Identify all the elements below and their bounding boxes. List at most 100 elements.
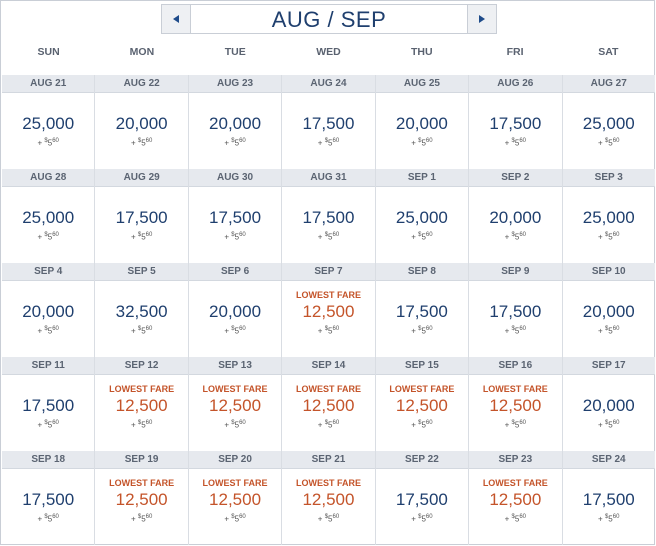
day-cell[interactable]: SEP 12 LOWEST FARE 12,500 + $560 bbox=[95, 357, 189, 451]
fare-miles: 17,500 bbox=[582, 490, 635, 509]
day-cell[interactable]: SEP 23 LOWEST FARE 12,500 + $560 bbox=[469, 451, 563, 545]
day-cell[interactable]: AUG 25 20,000 + $560 bbox=[375, 75, 470, 169]
next-month-button[interactable] bbox=[467, 5, 496, 33]
tax-whole: 5 bbox=[328, 232, 333, 242]
fare-miles: 32,500 bbox=[115, 302, 168, 321]
tax-whole: 5 bbox=[514, 138, 520, 148]
day-cell[interactable]: AUG 21 25,000 + $560 bbox=[2, 75, 96, 169]
day-date-label: SEP 12 bbox=[95, 357, 188, 375]
tax-plus: + bbox=[317, 514, 323, 524]
tax-whole: 5 bbox=[47, 138, 53, 148]
day-date-label: SEP 20 bbox=[188, 451, 282, 469]
tax-cents: 60 bbox=[519, 326, 527, 332]
fare-miles: 17,500 bbox=[489, 114, 542, 133]
fare-miles: 20,000 bbox=[209, 302, 262, 321]
day-cell[interactable]: AUG 29 17,500 + $560 bbox=[95, 169, 189, 263]
day-cell[interactable]: SEP 18 17,500 + $560 bbox=[2, 451, 96, 545]
day-cell[interactable]: AUG 26 17,500 + $560 bbox=[469, 75, 563, 169]
fare-tax: + $560 bbox=[189, 324, 281, 337]
tax-plus: + bbox=[224, 232, 230, 242]
tax-dollar: $ bbox=[137, 326, 142, 332]
day-cell[interactable]: SEP 13 LOWEST FARE 12,500 + $560 bbox=[188, 357, 283, 451]
day-cell[interactable]: SEP 15 LOWEST FARE 12,500 + $560 bbox=[375, 357, 470, 451]
day-cell[interactable]: SEP 16 LOWEST FARE 12,500 + $560 bbox=[469, 357, 563, 451]
day-date-label: AUG 26 bbox=[469, 75, 562, 93]
day-cell[interactable]: AUG 28 25,000 + $560 bbox=[2, 169, 96, 263]
chevron-left-icon bbox=[173, 15, 179, 23]
day-cell[interactable]: SEP 3 25,000 + $560 bbox=[562, 169, 655, 263]
tax-whole: 5 bbox=[421, 514, 426, 524]
fare-tax: + $560 bbox=[376, 324, 468, 337]
tax-whole: 5 bbox=[328, 420, 333, 430]
fare-block: 20,000 + $560 bbox=[189, 115, 281, 149]
fare-tax: + $560 bbox=[376, 418, 468, 431]
previous-month-button[interactable] bbox=[162, 5, 191, 33]
tax-dollar: $ bbox=[511, 232, 515, 238]
day-cell[interactable]: AUG 30 17,500 + $560 bbox=[188, 169, 283, 263]
tax-dollar: $ bbox=[418, 514, 422, 520]
fare-block: 20,000 + $560 bbox=[563, 303, 655, 337]
day-cell[interactable]: SEP 17 20,000 + $560 bbox=[562, 357, 655, 451]
day-cell[interactable]: SEP 7 LOWEST FARE 12,500 + $560 bbox=[282, 263, 376, 357]
tax-dollar: $ bbox=[44, 326, 48, 332]
day-cell[interactable]: SEP 19 LOWEST FARE 12,500 + $560 bbox=[95, 451, 189, 545]
weekday-header-row: SUN MON TUE WED THU FRI SAT bbox=[2, 39, 655, 73]
day-cell[interactable]: AUG 24 17,500 + $560 bbox=[282, 75, 376, 169]
fare-tax: + $560 bbox=[2, 136, 94, 149]
tax-whole: 5 bbox=[421, 326, 426, 336]
tax-dollar: $ bbox=[324, 138, 329, 144]
day-cell[interactable]: AUG 31 17,500 + $560 bbox=[282, 169, 376, 263]
fare-miles: 17,500 bbox=[22, 396, 75, 415]
fare-block: 20,000 + $560 bbox=[469, 209, 561, 243]
fare-miles: 17,500 bbox=[302, 114, 355, 133]
tax-whole: 5 bbox=[608, 420, 613, 430]
day-date-label: SEP 11 bbox=[2, 357, 95, 375]
day-cell[interactable]: SEP 1 25,000 + $560 bbox=[375, 169, 470, 263]
tax-whole: 5 bbox=[328, 514, 333, 524]
fare-tax: + $560 bbox=[376, 230, 468, 243]
tax-dollar: $ bbox=[418, 232, 422, 238]
tax-plus: + bbox=[37, 514, 43, 524]
day-date-label: AUG 24 bbox=[282, 75, 375, 93]
day-cell[interactable]: SEP 6 20,000 + $560 bbox=[188, 263, 283, 357]
day-cell[interactable]: AUG 22 20,000 + $560 bbox=[95, 75, 189, 169]
tax-dollar: $ bbox=[511, 138, 515, 144]
tax-cents: 60 bbox=[612, 326, 620, 332]
tax-plus: + bbox=[130, 232, 136, 242]
tax-cents: 60 bbox=[52, 138, 59, 144]
day-cell[interactable]: SEP 20 LOWEST FARE 12,500 + $560 bbox=[188, 451, 283, 545]
tax-cents: 60 bbox=[239, 138, 246, 144]
tax-whole: 5 bbox=[514, 514, 520, 524]
fare-miles: 12,500 bbox=[302, 396, 355, 415]
tax-whole: 5 bbox=[234, 326, 240, 336]
tax-whole: 5 bbox=[328, 326, 333, 336]
day-cell[interactable]: SEP 2 20,000 + $560 bbox=[469, 169, 563, 263]
day-cell[interactable]: SEP 14 LOWEST FARE 12,500 + $560 bbox=[282, 357, 376, 451]
tax-plus: + bbox=[37, 232, 43, 242]
tax-dollar: $ bbox=[231, 420, 235, 426]
tax-whole: 5 bbox=[608, 326, 613, 336]
day-cell[interactable]: AUG 23 20,000 + $560 bbox=[188, 75, 283, 169]
fare-block: 20,000 + $560 bbox=[189, 303, 281, 337]
tax-dollar: $ bbox=[231, 232, 235, 238]
tax-plus: + bbox=[504, 420, 510, 430]
day-cell[interactable]: AUG 27 25,000 + $560 bbox=[562, 75, 655, 169]
day-cell[interactable]: SEP 22 17,500 + $560 bbox=[375, 451, 470, 545]
day-cell[interactable]: SEP 9 17,500 + $560 bbox=[469, 263, 563, 357]
tax-cents: 60 bbox=[239, 514, 246, 520]
day-cell[interactable]: SEP 4 20,000 + $560 bbox=[2, 263, 96, 357]
fare-tax: + $560 bbox=[282, 418, 374, 431]
tax-dollar: $ bbox=[418, 138, 422, 144]
fare-tax: + $560 bbox=[189, 230, 281, 243]
tax-dollar: $ bbox=[511, 420, 515, 426]
day-cell[interactable]: SEP 5 32,500 + $560 bbox=[95, 263, 189, 357]
fare-miles: 20,000 bbox=[209, 114, 262, 133]
tax-cents: 60 bbox=[612, 232, 620, 238]
day-cell[interactable]: SEP 11 17,500 + $560 bbox=[2, 357, 96, 451]
day-cell[interactable]: SEP 21 LOWEST FARE 12,500 + $560 bbox=[282, 451, 376, 545]
day-cell[interactable]: SEP 24 17,500 + $560 bbox=[562, 451, 655, 545]
tax-cents: 60 bbox=[425, 326, 433, 332]
day-cell[interactable]: SEP 8 17,500 + $560 bbox=[375, 263, 470, 357]
day-cell[interactable]: SEP 10 20,000 + $560 bbox=[562, 263, 655, 357]
tax-dollar: $ bbox=[324, 232, 329, 238]
